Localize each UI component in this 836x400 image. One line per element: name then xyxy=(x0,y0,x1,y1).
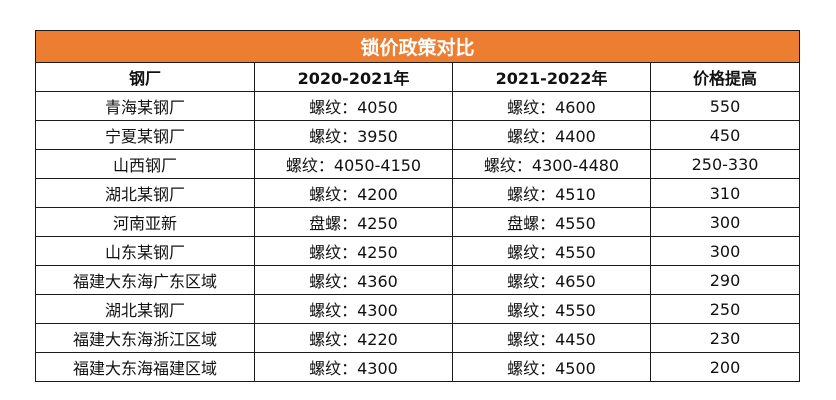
table-row: 山东某钢厂 螺纹：4250 螺纹：4550 300 xyxy=(35,236,801,266)
price-increase-cell: 300 xyxy=(649,236,801,266)
header-2021-2022: 2021-2022年 xyxy=(452,62,651,92)
header-steel-mill: 钢厂 xyxy=(35,62,255,92)
price-increase-cell: 450 xyxy=(649,120,801,150)
price-2021-2022-cell: 盘螺：4550 xyxy=(452,207,651,237)
header-2020-2021: 2020-2021年 xyxy=(254,62,453,92)
table-title: 锁价政策对比 xyxy=(34,30,801,63)
price-increase-cell: 230 xyxy=(649,323,801,353)
price-2020-2021-cell: 螺纹：4220 xyxy=(254,323,453,353)
price-2020-2021-cell: 螺纹：4300 xyxy=(254,294,453,324)
table-row: 湖北某钢厂 螺纹：4200 螺纹：4510 310 xyxy=(35,178,801,208)
price-2021-2022-cell: 螺纹：4650 xyxy=(452,265,651,295)
lock-price-comparison-table: 锁价政策对比 钢厂 2020-2021年 2021-2022年 价格提高 青海某… xyxy=(34,30,801,382)
lock-price-table-container: 锁价政策对比 钢厂 2020-2021年 2021-2022年 价格提高 青海某… xyxy=(34,30,801,382)
table-row: 宁夏某钢厂 螺纹：3950 螺纹：4400 450 xyxy=(35,120,801,150)
price-2020-2021-cell: 螺纹：4250 xyxy=(254,236,453,266)
price-2021-2022-cell: 螺纹：4300-4480 xyxy=(452,149,651,179)
price-2020-2021-cell: 螺纹：4200 xyxy=(254,178,453,208)
price-2021-2022-cell: 螺纹：4550 xyxy=(452,294,651,324)
price-increase-cell: 250 xyxy=(649,294,801,324)
price-2021-2022-cell: 螺纹：4450 xyxy=(452,323,651,353)
table-row: 河南亚新 盘螺：4250 盘螺：4550 300 xyxy=(35,207,801,237)
table-header-row: 钢厂 2020-2021年 2021-2022年 价格提高 xyxy=(35,62,801,92)
price-2021-2022-cell: 螺纹：4400 xyxy=(452,120,651,150)
mill-name-cell: 湖北某钢厂 xyxy=(35,294,255,324)
table-title-row: 锁价政策对比 xyxy=(34,30,801,63)
price-2021-2022-cell: 螺纹：4600 xyxy=(452,91,651,121)
mill-name-cell: 福建大东海福建区域 xyxy=(35,352,255,382)
price-increase-cell: 300 xyxy=(649,207,801,237)
table-row: 福建大东海浙江区域 螺纹：4220 螺纹：4450 230 xyxy=(35,323,801,353)
mill-name-cell: 山西钢厂 xyxy=(35,149,255,179)
header-price-increase: 价格提高 xyxy=(649,62,801,92)
price-2021-2022-cell: 螺纹：4550 xyxy=(452,236,651,266)
price-2021-2022-cell: 螺纹：4500 xyxy=(452,352,651,382)
table-row: 湖北某钢厂 螺纹：4300 螺纹：4550 250 xyxy=(35,294,801,324)
price-increase-cell: 310 xyxy=(649,178,801,208)
mill-name-cell: 河南亚新 xyxy=(35,207,255,237)
mill-name-cell: 青海某钢厂 xyxy=(35,91,255,121)
price-increase-cell: 250-330 xyxy=(649,149,801,179)
mill-name-cell: 福建大东海广东区域 xyxy=(35,265,255,295)
price-2020-2021-cell: 螺纹：4050-4150 xyxy=(254,149,453,179)
price-increase-cell: 550 xyxy=(649,91,801,121)
table-row: 青海某钢厂 螺纹：4050 螺纹：4600 550 xyxy=(35,91,801,121)
mill-name-cell: 福建大东海浙江区域 xyxy=(35,323,255,353)
mill-name-cell: 宁夏某钢厂 xyxy=(35,120,255,150)
price-increase-cell: 200 xyxy=(649,352,801,382)
table-row: 福建大东海广东区域 螺纹：4360 螺纹：4650 290 xyxy=(35,265,801,295)
price-2021-2022-cell: 螺纹：4510 xyxy=(452,178,651,208)
price-2020-2021-cell: 螺纹：4360 xyxy=(254,265,453,295)
table-row: 福建大东海福建区域 螺纹：4300 螺纹：4500 200 xyxy=(35,352,801,382)
price-2020-2021-cell: 螺纹：4050 xyxy=(254,91,453,121)
table-row: 山西钢厂 螺纹：4050-4150 螺纹：4300-4480 250-330 xyxy=(35,149,801,179)
price-increase-cell: 290 xyxy=(649,265,801,295)
mill-name-cell: 山东某钢厂 xyxy=(35,236,255,266)
mill-name-cell: 湖北某钢厂 xyxy=(35,178,255,208)
price-2020-2021-cell: 螺纹：3950 xyxy=(254,120,453,150)
table-body: 青海某钢厂 螺纹：4050 螺纹：4600 550 宁夏某钢厂 螺纹：3950 螺纹：440… xyxy=(35,91,801,382)
price-2020-2021-cell: 螺纹：4300 xyxy=(254,352,453,382)
price-2020-2021-cell: 盘螺：4250 xyxy=(254,207,453,237)
